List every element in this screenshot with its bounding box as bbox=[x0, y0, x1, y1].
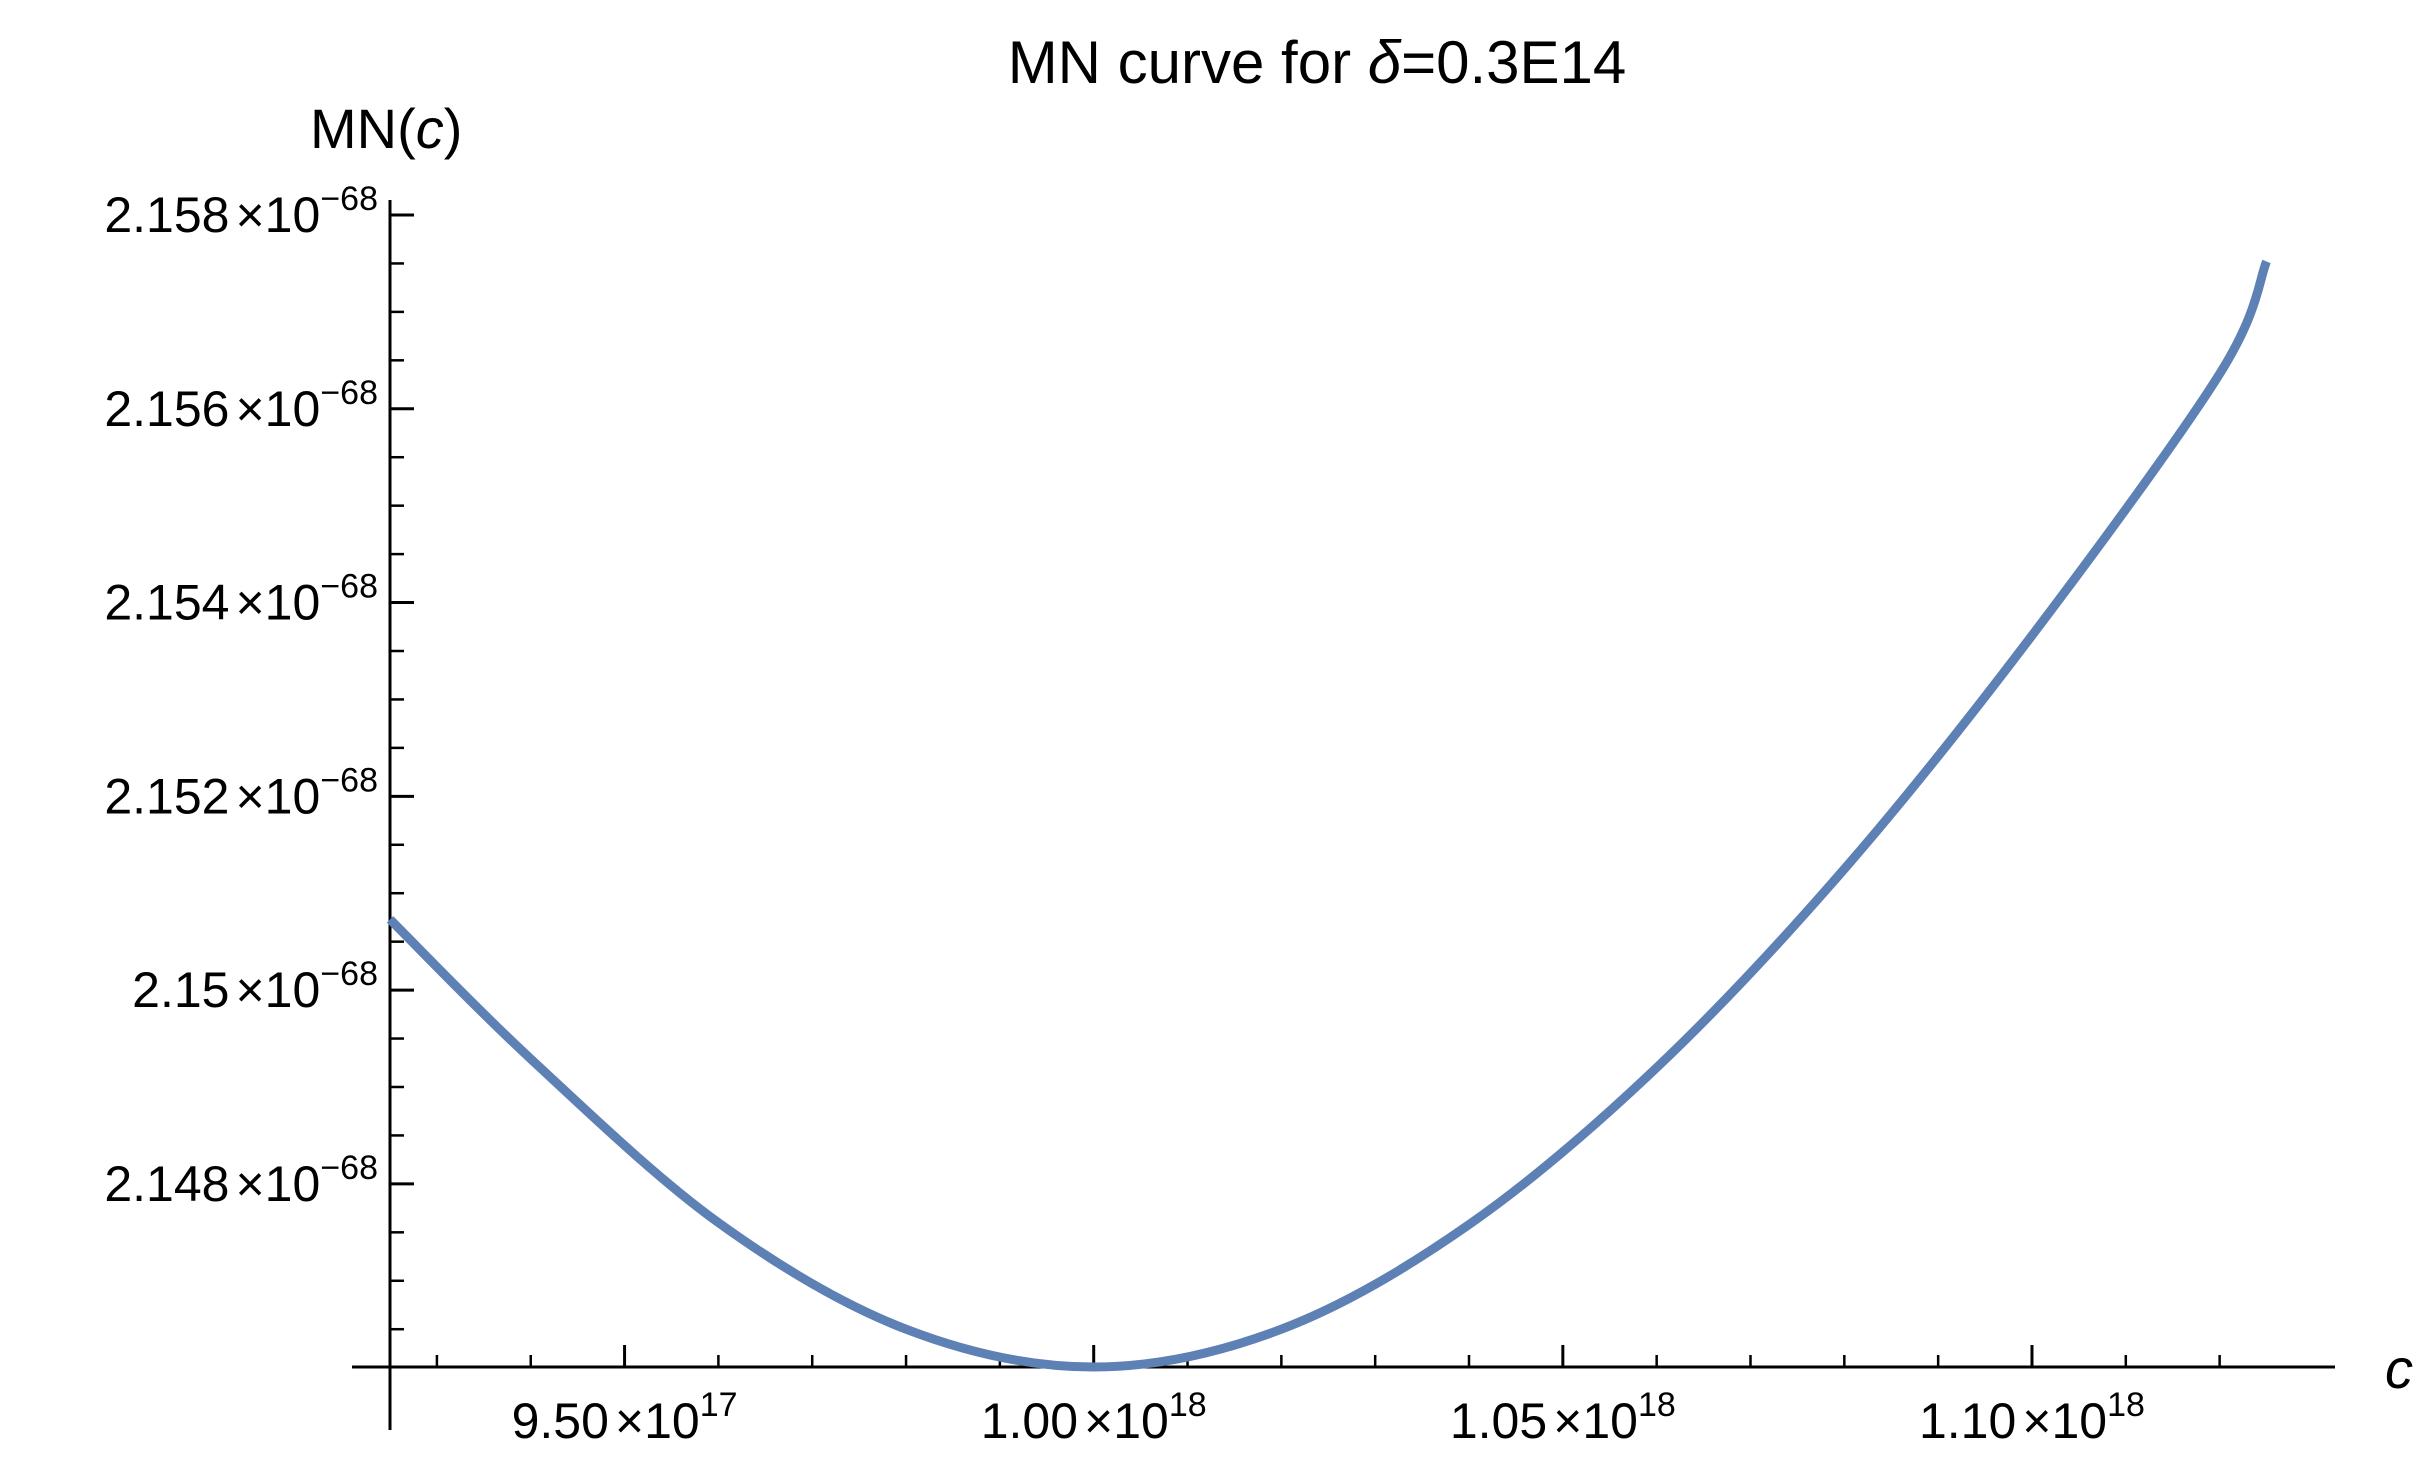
y-tick-label: 2.156 ×10−68 bbox=[104, 374, 378, 437]
x-tick-label: 1.10 ×1018 bbox=[1919, 1386, 2145, 1449]
x-tick-label: 9.50 ×1017 bbox=[512, 1386, 738, 1449]
y-tick-label: 2.158 ×10−68 bbox=[104, 180, 378, 243]
y-axis-label: MN(c) bbox=[310, 97, 462, 160]
y-tick-label: 2.15 ×10−68 bbox=[132, 955, 378, 1018]
series-layer bbox=[386, 259, 2271, 1372]
y-tick-label: 2.148 ×10−68 bbox=[104, 1149, 378, 1212]
ticks bbox=[390, 213, 2221, 1367]
chart-title: MN curve for δ=0.3E14 bbox=[1008, 29, 1627, 96]
tick-labels: 9.50 ×1017 1.00 ×1018 1.05 ×1018 1.10 ×1018 2.14… bbox=[104, 180, 2145, 1449]
axes bbox=[352, 200, 2335, 1430]
x-axis-label: c bbox=[2385, 1337, 2413, 1400]
x-tick-label: 1.05 ×1018 bbox=[1450, 1386, 1676, 1449]
x-tick-label: 1.00 ×1018 bbox=[981, 1386, 1207, 1449]
y-tick-label: 2.154 ×10−68 bbox=[104, 568, 378, 631]
series-line-0 bbox=[386, 259, 2271, 1372]
y-tick-label: 2.152 ×10−68 bbox=[104, 761, 378, 824]
